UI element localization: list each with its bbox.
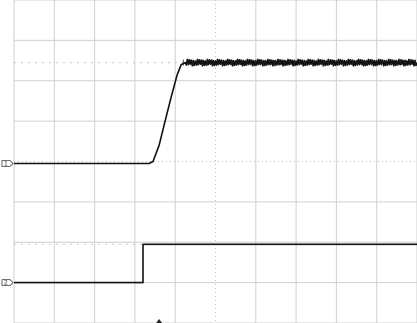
graticule (13, 0, 417, 323)
trace-channel-2 (14, 243, 417, 284)
waveform-traces (14, 58, 417, 284)
channel-1-marker-label: 1 (4, 161, 8, 168)
trace-channel-1 (14, 58, 417, 165)
trigger-position-marker (156, 319, 163, 323)
channel-markers: 12 (1, 160, 163, 323)
channel-1-ground-marker (1, 160, 14, 167)
channel-2-marker-label: 2 (4, 280, 8, 287)
channel-2-ground-marker (1, 279, 14, 287)
